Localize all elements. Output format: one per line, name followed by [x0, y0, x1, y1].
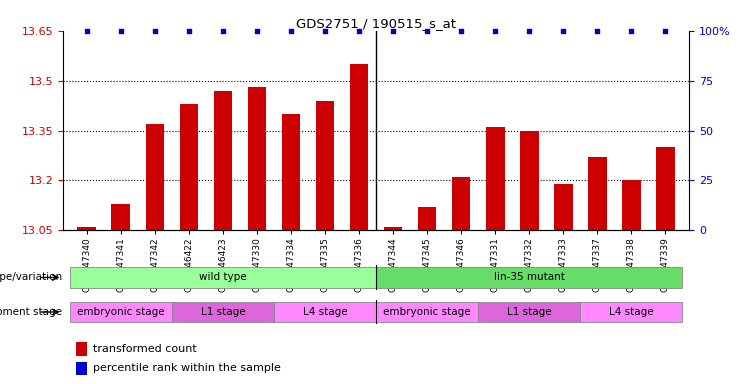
- Text: L1 stage: L1 stage: [201, 307, 245, 317]
- Bar: [145, 124, 165, 230]
- Text: L4 stage: L4 stage: [303, 307, 348, 317]
- Bar: [179, 104, 199, 230]
- Bar: [247, 87, 266, 230]
- Bar: [520, 131, 539, 230]
- Bar: [452, 177, 471, 230]
- Bar: [376, 301, 478, 323]
- Bar: [78, 227, 96, 230]
- Bar: [274, 301, 376, 323]
- Text: lin-35 mutant: lin-35 mutant: [494, 272, 565, 283]
- Point: [217, 28, 229, 34]
- Bar: [316, 101, 334, 230]
- Bar: [282, 114, 300, 230]
- Bar: [622, 180, 641, 230]
- Bar: [76, 362, 87, 375]
- Bar: [111, 204, 130, 230]
- Point: [149, 28, 161, 34]
- Title: GDS2751 / 190515_s_at: GDS2751 / 190515_s_at: [296, 17, 456, 30]
- Point: [489, 28, 501, 34]
- Bar: [384, 227, 402, 230]
- Point: [625, 28, 637, 34]
- Point: [557, 28, 569, 34]
- Text: embryonic stage: embryonic stage: [383, 307, 471, 317]
- Text: L1 stage: L1 stage: [507, 307, 551, 317]
- Bar: [70, 301, 172, 323]
- Text: transformed count: transformed count: [93, 344, 197, 354]
- Text: embryonic stage: embryonic stage: [77, 307, 165, 317]
- Bar: [588, 157, 607, 230]
- Bar: [70, 267, 376, 288]
- Bar: [376, 267, 682, 288]
- Bar: [76, 342, 87, 356]
- Bar: [580, 301, 682, 323]
- Point: [591, 28, 603, 34]
- Point: [659, 28, 671, 34]
- Bar: [486, 127, 505, 230]
- Point: [285, 28, 297, 34]
- Bar: [213, 91, 232, 230]
- Bar: [656, 147, 674, 230]
- Point: [387, 28, 399, 34]
- Bar: [554, 184, 573, 230]
- Point: [251, 28, 263, 34]
- Bar: [478, 301, 580, 323]
- Text: development stage: development stage: [0, 307, 62, 317]
- Bar: [172, 301, 274, 323]
- Point: [81, 28, 93, 34]
- Point: [353, 28, 365, 34]
- Point: [421, 28, 433, 34]
- Point: [523, 28, 535, 34]
- Text: percentile rank within the sample: percentile rank within the sample: [93, 363, 281, 373]
- Point: [455, 28, 467, 34]
- Bar: [418, 207, 436, 230]
- Point: [319, 28, 331, 34]
- Text: genotype/variation: genotype/variation: [0, 272, 62, 283]
- Text: wild type: wild type: [199, 272, 247, 283]
- Text: L4 stage: L4 stage: [609, 307, 654, 317]
- Point: [115, 28, 127, 34]
- Bar: [350, 64, 368, 230]
- Point: [183, 28, 195, 34]
